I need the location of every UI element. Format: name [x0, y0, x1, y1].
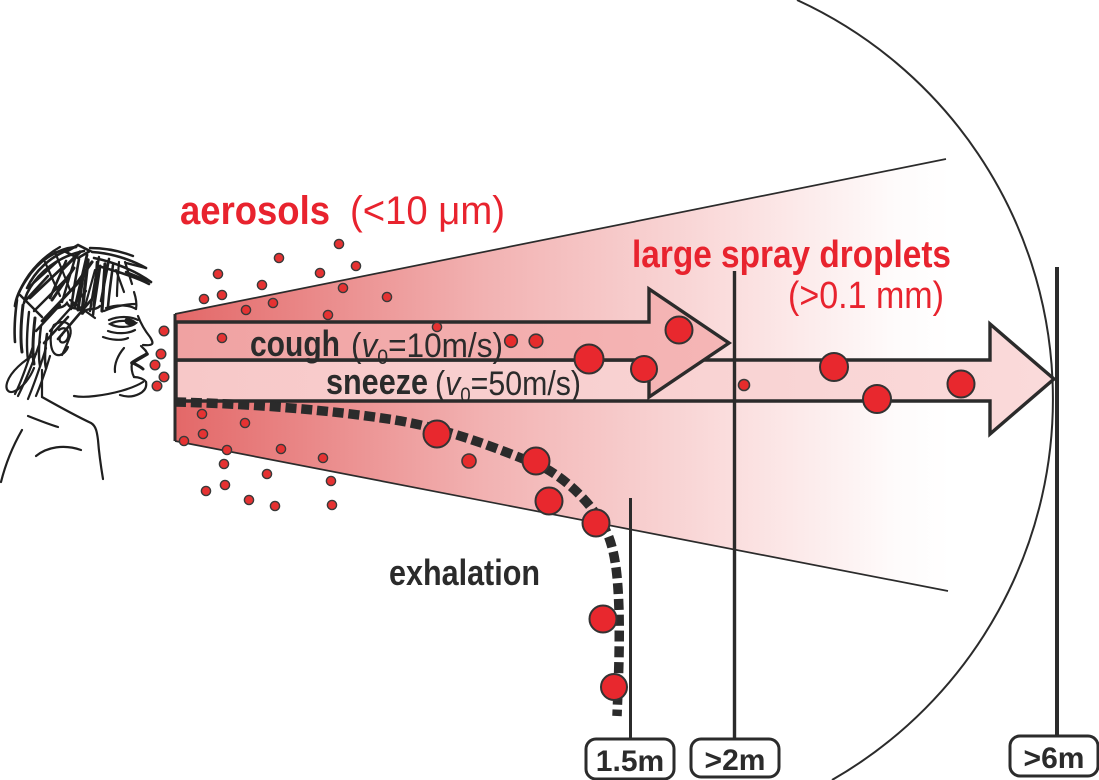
svg-text:>2m: >2m — [705, 744, 766, 777]
svg-text:(v0=50m/s): (v0=50m/s) — [435, 365, 581, 407]
svg-text:sneeze: sneeze — [326, 361, 428, 402]
svg-text:1.5m: 1.5m — [596, 745, 664, 778]
svg-text:exhalation: exhalation — [389, 552, 540, 593]
svg-text:>6m: >6m — [1024, 742, 1085, 775]
svg-text:(v0=10m/s): (v0=10m/s) — [351, 327, 503, 369]
svg-text:(<10 μm): (<10 μm) — [350, 189, 505, 233]
svg-text:cough: cough — [250, 323, 340, 364]
svg-text:large spray droplets: large spray droplets — [632, 234, 951, 276]
svg-text:(>0.1 mm): (>0.1 mm) — [788, 275, 944, 317]
svg-text:aerosols: aerosols — [180, 189, 330, 233]
